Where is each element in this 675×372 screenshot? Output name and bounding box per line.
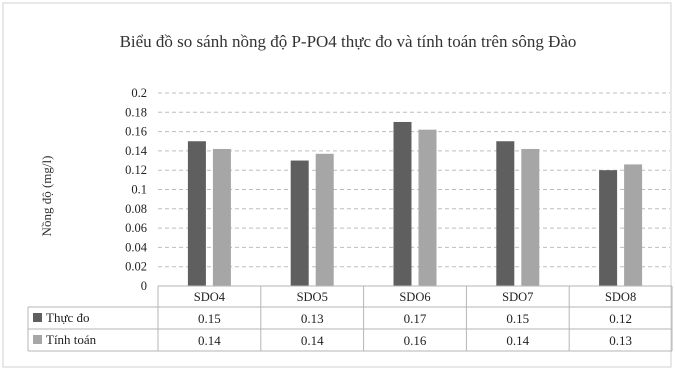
bar <box>187 141 206 286</box>
y-tick-label: 0.1 <box>131 183 147 197</box>
chart-frame <box>2 2 672 368</box>
bar <box>290 160 309 286</box>
bar <box>599 170 618 286</box>
data-table-cell: 0.13 <box>301 311 324 326</box>
data-table-cell: 0.15 <box>198 311 221 326</box>
bars <box>187 121 643 286</box>
data-table-cell: 0.14 <box>198 333 221 348</box>
legend-swatch <box>33 335 42 344</box>
data-table-cell: 0.12 <box>609 311 632 326</box>
legend-label: Tính toán <box>46 332 97 347</box>
x-tick-label: SDO7 <box>502 290 533 304</box>
x-tick-label: SDO5 <box>297 290 328 304</box>
gridlines <box>158 92 670 268</box>
data-table-cell: 0.16 <box>404 333 427 348</box>
y-tick-labels: 0 0.02 0.04 0.06 0.08 0.1 0.12 0.14 0.16 0.18 0.2 <box>125 86 148 293</box>
legend-swatch <box>33 313 42 322</box>
y-tick-label: 0.14 <box>125 144 148 158</box>
y-tick-label: 0.06 <box>125 221 147 235</box>
y-tick-label: 0.02 <box>125 260 147 274</box>
data-table-cell: 0.13 <box>609 333 632 348</box>
y-tick-label: 0.04 <box>125 240 148 254</box>
bar <box>393 121 412 286</box>
x-tick-label: SDO6 <box>399 290 430 304</box>
data-table-cell: 0.15 <box>506 311 529 326</box>
y-tick-label: 0.12 <box>125 163 147 177</box>
x-tick-label: SDO8 <box>605 290 636 304</box>
y-tick-label: 0.16 <box>125 125 147 139</box>
legend-label: Thực đo <box>46 310 90 325</box>
bar <box>521 148 540 286</box>
data-table-cell: 0.14 <box>301 333 324 348</box>
y-tick-label: 0.18 <box>125 105 147 119</box>
bar <box>315 153 334 286</box>
y-tick-label: 0 <box>141 279 147 293</box>
data-table-cell: 0.17 <box>404 311 427 326</box>
data-table-cell: 0.14 <box>506 333 529 348</box>
y-tick-label: 0.2 <box>131 86 147 100</box>
y-tick-label: 0.08 <box>125 202 147 216</box>
y-axis-label: Nồng độ (mg/l) <box>39 156 54 237</box>
chart-title: Biểu đồ so sánh nồng độ P-PO4 thực đo và… <box>120 32 577 51</box>
bar <box>418 129 437 286</box>
data-table: SDO4 SDO5 SDO6 SDO7 SDO8 Thực đo 0.15 0.13 0.17 0… <box>27 285 673 352</box>
bar <box>212 148 231 286</box>
x-tick-label: SDO4 <box>194 290 226 304</box>
bar <box>624 164 643 286</box>
bar <box>496 141 515 286</box>
